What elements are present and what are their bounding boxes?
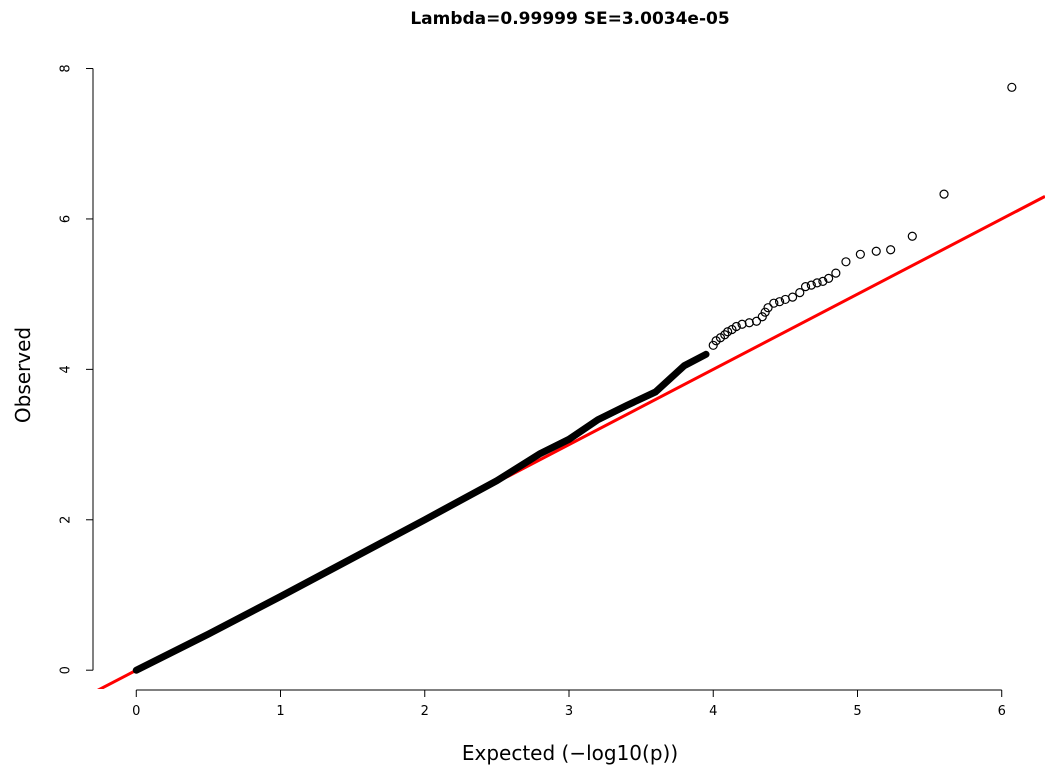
data-point [731, 321, 741, 332]
data-point [787, 292, 798, 302]
data-point [774, 297, 785, 307]
data-point [708, 340, 718, 350]
x-axis-label: Expected (−log10(p)) [462, 741, 678, 765]
data-point [806, 280, 816, 290]
y-tick-label: 0 [59, 666, 74, 674]
y-tick-label: 2 [59, 516, 74, 524]
data-point [818, 276, 828, 286]
x-tick-label: 4 [709, 704, 717, 719]
x-tick-label: 0 [132, 704, 140, 719]
dense-points-band [132, 350, 710, 674]
data-point [871, 246, 881, 256]
y-tick-label: 6 [59, 215, 74, 223]
data-point [855, 249, 865, 259]
data-point [824, 273, 834, 283]
data-point [939, 189, 949, 199]
data-point [763, 303, 773, 313]
y-axis-label: Observed [11, 327, 35, 423]
data-point [831, 268, 841, 278]
data-points [708, 82, 1017, 350]
data-point [723, 327, 733, 337]
y-tick-label: 8 [59, 64, 74, 72]
chart-title: Lambda=0.99999 SE=3.0034e-05 [410, 9, 729, 29]
data-point [720, 330, 730, 340]
x-tick-label: 5 [853, 704, 861, 719]
x-tick-label: 6 [998, 704, 1006, 719]
data-point [795, 288, 805, 298]
y-axis-ticks: 0 2 4 6 8 [59, 64, 93, 674]
x-axis-ticks: 0 1 2 3 4 5 6 [132, 690, 1006, 719]
x-tick-label: 1 [276, 704, 284, 719]
data-point [841, 257, 851, 267]
y-tick-label: 4 [59, 365, 74, 373]
data-point [800, 282, 811, 292]
data-point [769, 298, 779, 308]
x-tick-label: 2 [421, 704, 429, 719]
data-point [757, 312, 767, 322]
data-point [886, 245, 896, 255]
x-tick-label: 3 [565, 704, 573, 719]
data-point [812, 278, 822, 288]
data-point [751, 316, 762, 326]
data-point [1007, 82, 1017, 92]
data-point [907, 231, 917, 241]
data-point [760, 307, 770, 317]
